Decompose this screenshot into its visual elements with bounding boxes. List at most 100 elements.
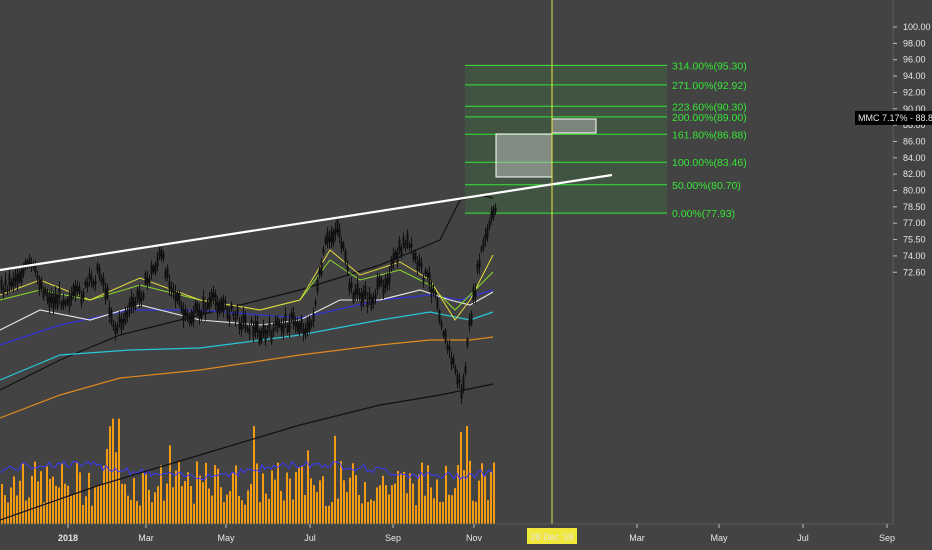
candle-body xyxy=(298,322,301,334)
volume-bar xyxy=(478,480,480,524)
candle-body xyxy=(266,329,269,334)
candle-body xyxy=(62,298,65,305)
candle-body xyxy=(166,267,169,278)
volume-bar xyxy=(277,462,279,524)
price-tick-label: 74.00 xyxy=(903,251,926,261)
volume-bar xyxy=(454,488,456,524)
volume-bar xyxy=(292,499,294,524)
projection-box-1[interactable] xyxy=(495,133,553,178)
candle-body xyxy=(432,288,435,292)
fibonacci-extension[interactable]: 314.00%(95.30) 271.00%(92.92) 223.60%(90.3… xyxy=(465,60,747,220)
candle-body xyxy=(260,330,263,342)
candle-body xyxy=(126,311,129,317)
candle-body xyxy=(184,309,187,317)
volume-bar xyxy=(136,501,138,524)
drawings[interactable] xyxy=(0,0,613,524)
candle-body xyxy=(246,327,249,331)
candle-body xyxy=(338,228,341,238)
candle-body xyxy=(482,240,485,249)
candle-body xyxy=(424,270,427,275)
candle-body xyxy=(470,313,473,325)
time-tick-label: Jul xyxy=(797,533,809,543)
candle-body xyxy=(138,289,141,303)
candle-body xyxy=(354,288,357,296)
candle-body xyxy=(362,291,365,302)
candle-body xyxy=(234,317,237,321)
volume-bar xyxy=(55,485,57,524)
time-axis[interactable]: 2018 Mar May Jul Sep Nov Mar May Jul Sep 28 Dec '1… xyxy=(0,523,895,544)
candle-body xyxy=(484,234,487,240)
candle-body xyxy=(302,329,305,335)
price-axis[interactable]: 100.00 98.00 96.00 94.00 92.00 90.00 88.00 86.0… xyxy=(855,0,932,524)
candle-body xyxy=(448,346,451,352)
candle-body xyxy=(292,312,295,325)
candle-body xyxy=(16,273,19,286)
candle-body xyxy=(152,265,155,272)
volume-bar xyxy=(310,478,312,524)
candle-body xyxy=(96,264,99,272)
volume-bar xyxy=(112,418,114,524)
candle-body xyxy=(442,332,445,336)
candle-body xyxy=(122,319,125,324)
time-tick-label: Mar xyxy=(138,533,154,543)
volume-bar xyxy=(406,493,408,524)
candle-body xyxy=(400,247,403,257)
candle-body xyxy=(394,251,397,258)
volume-bar xyxy=(61,463,63,524)
candle-body xyxy=(208,297,211,309)
candle-body xyxy=(104,288,107,300)
candle-body xyxy=(146,277,149,284)
volume-bar xyxy=(370,499,372,524)
candle-body xyxy=(406,233,409,245)
candle-body xyxy=(272,327,275,332)
candle-body xyxy=(348,282,351,291)
volume-bar xyxy=(466,426,468,524)
projection-box-2[interactable] xyxy=(551,118,597,134)
candle-body xyxy=(308,318,311,331)
candle-body xyxy=(256,321,259,333)
candle-body xyxy=(86,281,89,288)
volume-bar xyxy=(424,495,426,524)
volume-bar xyxy=(346,492,348,524)
candle-body xyxy=(418,259,421,266)
volume-bar xyxy=(307,450,309,524)
candle-body xyxy=(26,261,29,267)
candlesticks xyxy=(0,203,497,405)
candle-body xyxy=(0,279,3,290)
candle-body xyxy=(396,251,399,264)
time-tick-label: Sep xyxy=(879,533,895,543)
volume-bar xyxy=(352,463,354,524)
volume-bar xyxy=(340,461,342,524)
candle-body xyxy=(222,299,225,312)
candle-body xyxy=(10,281,13,288)
volume-bar xyxy=(280,490,282,524)
candle-body xyxy=(98,267,101,278)
volume-bar xyxy=(94,486,96,524)
volume-bar xyxy=(31,475,33,524)
trendline[interactable] xyxy=(0,173,613,272)
volume-bar xyxy=(109,426,111,524)
candle-body xyxy=(404,243,407,249)
candle-body xyxy=(412,252,415,260)
volume-bar xyxy=(217,468,219,524)
candle-body xyxy=(304,327,307,335)
candle-body xyxy=(124,310,127,322)
candle-body xyxy=(36,275,39,280)
volume-bar xyxy=(415,505,417,524)
candle-body xyxy=(364,285,367,297)
volume-bar xyxy=(247,490,249,524)
candle-body xyxy=(178,292,181,305)
candle-body xyxy=(478,259,481,268)
volume-bar xyxy=(262,473,264,524)
candle-body xyxy=(92,281,95,287)
volume-bar xyxy=(97,485,99,524)
time-tick-label: Mar xyxy=(629,533,645,543)
volume-bar xyxy=(244,504,246,524)
candle-body xyxy=(192,310,195,323)
volume-bar xyxy=(139,505,141,524)
candle-body xyxy=(438,310,441,323)
volume-bar xyxy=(367,501,369,524)
fib-level-label: 50.00%(80.70) xyxy=(672,180,741,192)
